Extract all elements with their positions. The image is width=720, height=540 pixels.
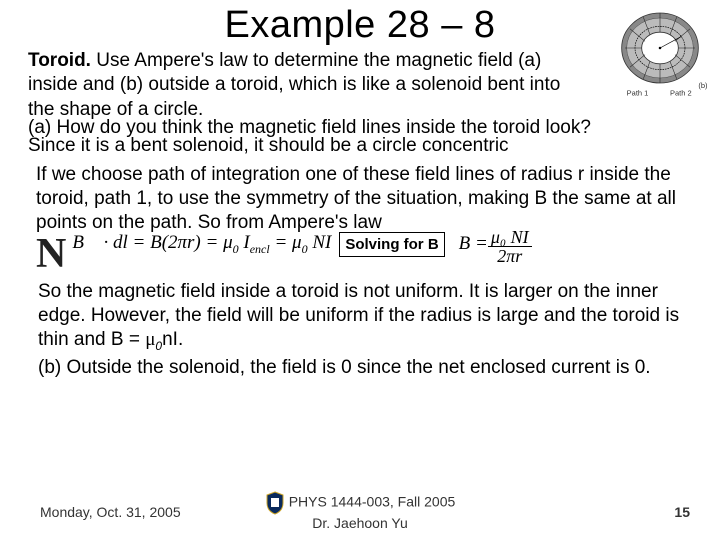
page-number: 15	[674, 504, 690, 520]
school-logo-icon	[265, 491, 285, 515]
problem-statement: Toroid. Use Ampere's law to determine th…	[28, 49, 692, 122]
problem-text: Use Ampere's law to determine the magnet…	[28, 50, 560, 120]
fraction-numerator: μ₀ NI	[488, 228, 532, 247]
svg-text:Path 2: Path 2	[670, 89, 692, 98]
answer-a-1: Since it is a bent solenoid, it should b…	[28, 134, 692, 158]
conclusion-a: So the magnetic field inside a toroid is…	[28, 280, 692, 355]
equation-row: N B⃗ · dl = B(2πr) = μ0 Iencl = μ0 NI So…	[28, 232, 692, 278]
svg-text:(b): (b)	[698, 81, 708, 90]
toroid-label: Toroid.	[28, 50, 91, 71]
explanation-path: If we choose path of integration one of …	[28, 163, 692, 236]
b-fraction: μ₀ NI 2πr	[488, 228, 532, 265]
toroid-diagram: Path 1 Path 2 (b)	[610, 8, 710, 108]
b-equals: B =	[459, 232, 488, 256]
svg-text:Path 1: Path 1	[627, 89, 649, 98]
conclusion-b: (b) Outside the solenoid, the field is 0…	[28, 356, 692, 380]
footer-course: PHYS 1444-003, Fall 2005 Dr. Jaehoon Yu	[0, 491, 720, 532]
fraction-denominator: 2πr	[494, 247, 525, 265]
ampere-equation: B⃗ · dl = B(2πr) = μ0 Iencl = μ0 NI	[72, 231, 331, 257]
solving-for-b-box: Solving for B	[339, 232, 444, 257]
big-n-symbol: N	[36, 228, 66, 282]
